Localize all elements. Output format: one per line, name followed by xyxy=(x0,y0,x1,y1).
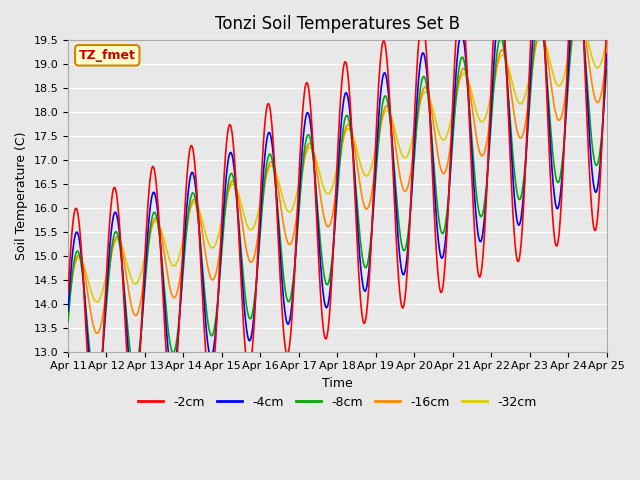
Y-axis label: Soil Temperature (C): Soil Temperature (C) xyxy=(15,132,28,260)
Text: TZ_fmet: TZ_fmet xyxy=(79,49,136,62)
X-axis label: Time: Time xyxy=(322,377,353,390)
Title: Tonzi Soil Temperatures Set B: Tonzi Soil Temperatures Set B xyxy=(215,15,460,33)
Legend: -2cm, -4cm, -8cm, -16cm, -32cm: -2cm, -4cm, -8cm, -16cm, -32cm xyxy=(133,391,541,414)
